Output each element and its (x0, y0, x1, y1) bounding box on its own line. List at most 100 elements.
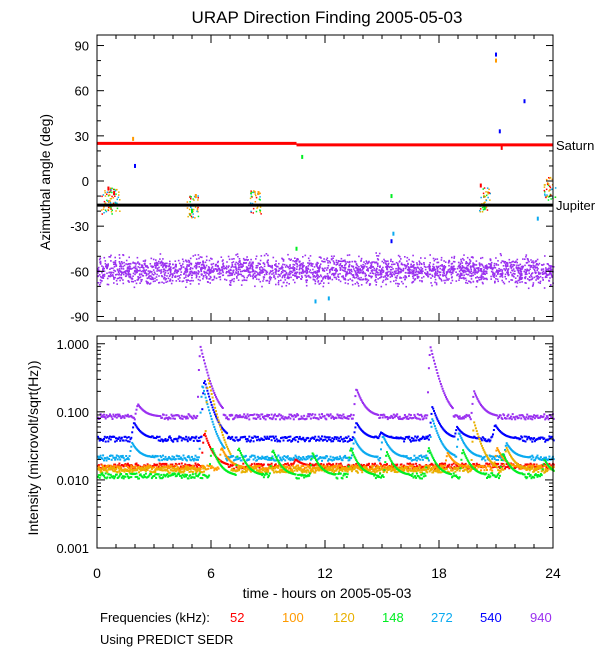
trace-point-940 (526, 413, 529, 416)
trace-point-540 (524, 440, 527, 443)
cluster-point (486, 187, 489, 189)
trace-point-940 (112, 413, 115, 416)
point-940 (268, 282, 271, 284)
point-940 (370, 265, 373, 268)
trace-point-540 (191, 436, 194, 439)
point-940 (355, 266, 357, 269)
trace-point-272 (536, 454, 539, 457)
point-940 (526, 268, 528, 271)
trace-point-540 (208, 395, 211, 398)
cluster-point (112, 188, 115, 191)
point-940 (445, 279, 447, 282)
cluster-point (103, 212, 105, 214)
point-940 (521, 281, 523, 283)
point-940 (414, 274, 417, 276)
trace-point-540 (104, 440, 107, 443)
point-940 (189, 270, 192, 273)
point-940 (397, 282, 399, 285)
point-940 (219, 269, 222, 272)
point-940 (129, 262, 132, 265)
cluster-point (255, 194, 257, 197)
trace-point-272 (427, 459, 430, 462)
point-940 (552, 266, 555, 268)
point-940 (381, 269, 384, 271)
point-940 (469, 280, 471, 283)
cluster-point (104, 192, 106, 194)
trace-point-940 (278, 413, 281, 416)
point-940 (504, 261, 507, 263)
trace-point-540 (436, 418, 439, 421)
trace-point-540 (532, 438, 535, 441)
trace-point-272 (346, 456, 349, 459)
point-940 (315, 275, 318, 278)
point-940 (411, 270, 413, 273)
point-940 (533, 276, 536, 279)
cluster-point (189, 214, 191, 216)
point-940 (476, 280, 478, 282)
trace-point-940 (318, 413, 321, 416)
point-940 (160, 271, 163, 273)
trace-point-272 (280, 459, 283, 462)
point-940 (129, 275, 132, 278)
point-940 (397, 272, 400, 274)
trace-point-940 (117, 415, 120, 418)
trace-point-540 (132, 426, 135, 429)
trace-point-940 (187, 413, 190, 416)
point-940 (362, 270, 364, 273)
point-940 (103, 256, 106, 259)
trace-point-540 (103, 438, 105, 440)
point-940 (377, 265, 379, 267)
trace-point-540 (403, 440, 406, 443)
point-940 (278, 267, 281, 270)
point-940 (516, 282, 519, 284)
point-940 (516, 261, 518, 264)
trace-point-272 (531, 454, 534, 457)
point-940 (98, 258, 101, 261)
point-940 (525, 256, 527, 258)
point-940 (211, 258, 213, 260)
trace-point-540 (331, 437, 334, 440)
trace-point-272 (232, 455, 235, 458)
trace-point-540 (378, 435, 381, 438)
trace-point-540 (286, 436, 288, 439)
point-940 (290, 270, 293, 273)
point-940 (249, 267, 251, 270)
point-940 (217, 269, 219, 271)
point-940 (238, 273, 240, 276)
point-940 (513, 264, 516, 266)
point-940 (179, 277, 181, 279)
point-940 (367, 267, 369, 270)
trace-point-540 (492, 433, 494, 436)
point-940 (166, 280, 169, 283)
point-940 (139, 282, 141, 284)
trace-point-940 (207, 374, 210, 377)
cluster-point (192, 216, 194, 218)
trace-point-940 (405, 417, 408, 420)
point-940 (361, 271, 364, 274)
point-940 (227, 271, 229, 273)
trace-point-540 (481, 436, 484, 439)
cluster-point (250, 192, 252, 195)
trace-point-52 (409, 462, 412, 465)
point-940 (180, 271, 183, 273)
point-940 (137, 266, 140, 268)
point-940 (504, 273, 507, 276)
point-940 (389, 280, 392, 283)
point-940 (199, 261, 202, 264)
trace-point-540 (131, 431, 134, 434)
point-940 (217, 272, 219, 275)
trace-point-272 (350, 454, 353, 457)
trace-point-540 (106, 436, 109, 438)
point-940 (235, 267, 238, 269)
trace-point-940 (202, 356, 205, 358)
point-940 (114, 260, 117, 262)
trace-point-540 (495, 425, 498, 428)
trace-point-272 (339, 455, 341, 458)
point-940 (237, 266, 240, 269)
point-940 (316, 273, 318, 276)
trace-point-540 (172, 440, 175, 443)
point-940 (133, 267, 135, 269)
point-940 (154, 267, 157, 269)
point-940 (111, 271, 113, 274)
trace-point-272 (350, 457, 353, 460)
